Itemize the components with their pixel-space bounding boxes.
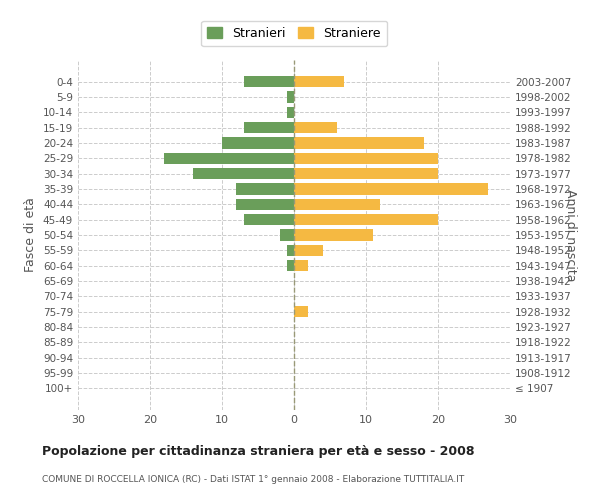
Bar [294, 306, 308, 318]
Bar [280, 229, 294, 241]
Bar [294, 214, 438, 226]
Text: COMUNE DI ROCCELLA IONICA (RC) - Dati ISTAT 1° gennaio 2008 - Elaborazione TUTTI: COMUNE DI ROCCELLA IONICA (RC) - Dati IS… [42, 475, 464, 484]
Bar [294, 260, 308, 272]
Bar [294, 244, 323, 256]
Bar [287, 244, 294, 256]
Text: Popolazione per cittadinanza straniera per età e sesso - 2008: Popolazione per cittadinanza straniera p… [42, 445, 475, 458]
Bar [287, 91, 294, 102]
Bar [244, 214, 294, 226]
Bar [244, 76, 294, 88]
Bar [294, 152, 438, 164]
Bar [294, 198, 380, 210]
Bar [164, 152, 294, 164]
Bar [294, 76, 344, 88]
Bar [222, 137, 294, 148]
Bar [193, 168, 294, 179]
Bar [287, 106, 294, 118]
Bar [294, 229, 373, 241]
Bar [236, 198, 294, 210]
Bar [236, 183, 294, 194]
Bar [244, 122, 294, 134]
Bar [294, 168, 438, 179]
Y-axis label: Fasce di età: Fasce di età [25, 198, 37, 272]
Bar [294, 183, 488, 194]
Y-axis label: Anni di nascita: Anni di nascita [564, 188, 577, 281]
Bar [294, 122, 337, 134]
Legend: Stranieri, Straniere: Stranieri, Straniere [201, 21, 387, 46]
Bar [287, 260, 294, 272]
Bar [294, 137, 424, 148]
